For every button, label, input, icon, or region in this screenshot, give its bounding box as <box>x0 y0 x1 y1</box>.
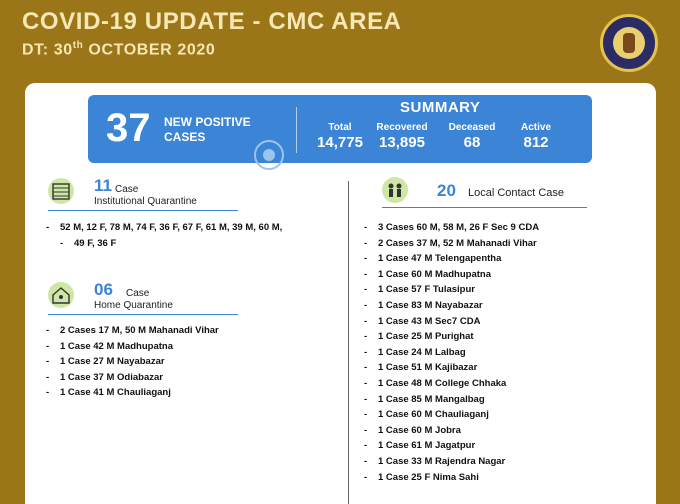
list-item: 1 Case 60 M Jobra <box>364 423 539 439</box>
institutional-count: 11 <box>94 176 112 195</box>
date-sup: th <box>72 40 84 51</box>
contact-people-icon <box>382 177 408 203</box>
stat-deceased: Deceased 68 <box>440 122 504 151</box>
list-item: 1 Case 85 M Mangalbag <box>364 392 539 408</box>
local-rule <box>382 207 587 208</box>
column-divider <box>348 181 349 504</box>
list-item: 52 M, 12 F, 78 M, 74 F, 36 F, 67 F, 61 M… <box>46 220 282 236</box>
list-item: 1 Case 37 M Odiabazar <box>46 370 219 386</box>
home-label1: Case <box>126 288 150 299</box>
list-item: 1 Case 33 M Rajendra Nagar <box>364 454 539 470</box>
list-item: 1 Case 51 M Kajibazar <box>364 360 539 376</box>
home-list: 2 Cases 17 M, 50 M Mahanadi Vihar 1 Case… <box>46 323 219 401</box>
stat-value: 14,775 <box>317 134 363 151</box>
list-item: 1 Case 24 M Lalbag <box>364 345 539 361</box>
list-item: 1 Case 43 M Sec7 CDA <box>364 314 539 330</box>
list-item: 49 F, 36 F <box>46 236 282 252</box>
list-item: 1 Case 60 M Chauliaganj <box>364 407 539 423</box>
stat-value: 68 <box>463 134 481 151</box>
list-item: 1 Case 27 M Nayabazar <box>46 354 219 370</box>
list-item: 2 Cases 37 M, 52 M Mahanadi Vihar <box>364 236 539 252</box>
home-count: 06 <box>94 280 113 299</box>
institutional-label1: Case <box>115 184 139 195</box>
stat-label: Deceased <box>448 122 496 133</box>
summary-title: SUMMARY <box>400 99 481 116</box>
list-item: 1 Case 42 M Madhupatna <box>46 339 219 355</box>
stat-value: 13,895 <box>379 134 425 151</box>
municipal-logo-icon <box>600 14 658 72</box>
list-item: 1 Case 57 F Tulasipur <box>364 282 539 298</box>
summary-banner: 37 NEW POSITIVE CASES SUMMARY Total 14,7… <box>88 95 592 163</box>
summary-divider <box>296 107 297 153</box>
list-item: 1 Case 61 M Jagatpur <box>364 438 539 454</box>
institutional-list: 52 M, 12 F, 78 M, 74 F, 36 F, 67 F, 61 M… <box>46 220 282 251</box>
list-item: 1 Case 25 M Purighat <box>364 329 539 345</box>
institutional-rule <box>48 210 238 211</box>
page-title: COVID-19 UPDATE - CMC AREA <box>22 8 402 35</box>
list-item: 2 Cases 17 M, 50 M Mahanadi Vihar <box>46 323 219 339</box>
local-count: 20 <box>437 181 456 200</box>
list-item: 1 Case 25 F Nima Sahi <box>364 470 539 486</box>
list-item: 1 Case 47 M Telengapentha <box>364 251 539 267</box>
new-positive-label: NEW POSITIVE CASES <box>164 115 251 145</box>
stat-label: Active <box>520 122 551 133</box>
hospital-icon <box>48 178 74 204</box>
list-item: 1 Case 60 M Madhupatna <box>364 267 539 283</box>
date-suffix: OCTOBER 2020 <box>83 41 216 59</box>
local-list: 3 Cases 60 M, 58 M, 26 F Sec 9 CDA 2 Cas… <box>364 220 539 485</box>
new-positive-label-line1: NEW POSITIVE <box>164 115 251 129</box>
local-label: Local Contact Case <box>468 187 564 199</box>
list-item: 1 Case 83 M Nayabazar <box>364 298 539 314</box>
home-rule <box>48 314 238 315</box>
list-item: 1 Case 48 M College Chhaka <box>364 376 539 392</box>
institutional-label2: Institutional Quarantine <box>94 196 197 207</box>
new-positive-label-line2: CASES <box>164 130 206 144</box>
stat-active: Active 812 <box>508 122 564 151</box>
new-positive-count: 37 <box>106 106 151 150</box>
list-item: 3 Cases 60 M, 58 M, 26 F Sec 9 CDA <box>364 220 539 236</box>
stat-label: Recovered <box>376 122 428 133</box>
home-icon <box>48 282 74 308</box>
stat-total: Total 14,775 <box>310 122 370 151</box>
report-date: DT: 30th OCTOBER 2020 <box>22 40 215 59</box>
list-item: 1 Case 41 M Chauliaganj <box>46 385 219 401</box>
virus-icon <box>254 140 284 170</box>
date-prefix: DT: 30 <box>22 41 73 59</box>
stat-recovered: Recovered 13,895 <box>368 122 436 151</box>
home-label2: Home Quarantine <box>94 300 173 311</box>
stat-value: 812 <box>523 134 549 151</box>
stat-label: Total <box>328 122 352 133</box>
